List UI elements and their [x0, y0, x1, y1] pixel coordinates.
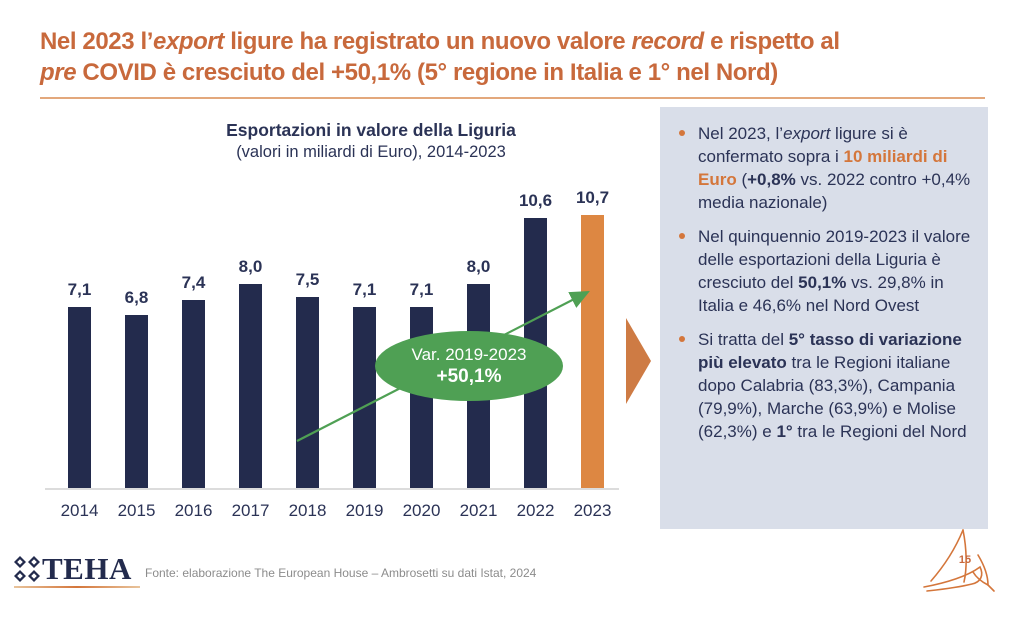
- teha-logo-mark-icon: [14, 556, 40, 582]
- bar-value-label: 7,5: [295, 270, 320, 289]
- bar: [353, 307, 376, 489]
- bullet-item-3: Si tratta del 5° tasso di variazione più…: [676, 328, 972, 443]
- bar-value-label: 8,0: [466, 257, 491, 276]
- year-label: 2021: [459, 501, 498, 520]
- year-label: 2023: [573, 501, 612, 520]
- bar-value-label: 8,0: [238, 257, 263, 276]
- slide-title: Nel 2023 l’export ligure ha registrato u…: [40, 26, 1000, 88]
- bar-group-2016: 7,4: [165, 273, 222, 489]
- bar: [68, 307, 91, 489]
- teha-logo-text: TEHA: [42, 551, 132, 586]
- variation-label: Var. 2019-2023: [411, 344, 527, 364]
- year-label: 2019: [345, 501, 384, 520]
- bar-group-2018: 7,5: [279, 270, 336, 489]
- year-label: 2022: [516, 501, 555, 520]
- bullet-item-2: Nel quinquennio 2019-2023 il valore dell…: [676, 225, 972, 317]
- bar-value-label: 10,6: [518, 191, 553, 210]
- year-label: 2015: [117, 501, 156, 520]
- teha-logo-underline: [14, 586, 140, 588]
- bar-value-label: 7,1: [352, 280, 377, 299]
- teha-logo: TEHA: [12, 551, 142, 588]
- chart-subtitle: (valori in miliardi di Euro), 2014-2023: [236, 143, 506, 161]
- bullet-text: Si tratta del 5° tasso di variazione più…: [698, 330, 967, 441]
- x-axis-baseline: [45, 488, 619, 490]
- bar-group-2017: 8,0: [222, 257, 279, 489]
- variation-ellipse: Var. 2019-2023 +50,1%: [375, 331, 563, 401]
- year-label: 2017: [231, 501, 270, 520]
- bar: [125, 315, 148, 489]
- bar-group-2019: 7,1: [336, 280, 393, 489]
- bar: [182, 300, 205, 489]
- source-text: Fonte: elaborazione The European House –…: [145, 566, 537, 580]
- slide-title-line2: pre COVID è cresciuto del +50,1% (5° reg…: [40, 59, 778, 86]
- title-underline: [40, 97, 985, 99]
- bar-value-label: 7,1: [409, 280, 434, 299]
- chart-heading: Esportazioni in valore della Liguria (va…: [171, 119, 571, 163]
- bar-value-label: 7,1: [67, 280, 92, 299]
- bullet-text: Nel quinquennio 2019-2023 il valore dell…: [698, 227, 971, 315]
- bar: [581, 215, 604, 489]
- year-label: 2016: [174, 501, 213, 520]
- slide-title-line1: Nel 2023 l’export ligure ha registrato u…: [40, 28, 840, 55]
- bar: [239, 284, 262, 489]
- bar-group-2014: 7,1: [51, 280, 108, 489]
- insights-panel: Nel 2023, l’export ligure si è confermat…: [660, 107, 988, 529]
- bullet-dot-icon: [679, 233, 685, 239]
- year-label: 2018: [288, 501, 327, 520]
- bar-group-2023: 10,7: [564, 188, 621, 489]
- page-number: 15: [958, 554, 972, 566]
- bullet-dot-icon: [679, 130, 685, 136]
- bar: [296, 297, 319, 489]
- flow-arrow-icon: [626, 318, 651, 404]
- chart-title: Esportazioni in valore della Liguria: [226, 120, 516, 140]
- bar-value-label: 10,7: [575, 188, 610, 207]
- year-label: 2020: [402, 501, 441, 520]
- bullet-dot-icon: [679, 336, 685, 342]
- bullet-item-1: Nel 2023, l’export ligure si è confermat…: [676, 122, 972, 214]
- year-label: 2014: [60, 501, 99, 520]
- bar-value-label: 7,4: [181, 273, 206, 292]
- bullet-text: Nel 2023, l’export ligure si è confermat…: [698, 124, 971, 212]
- sailboat-icon: [923, 529, 995, 592]
- bar-group-2015: 6,8: [108, 288, 165, 489]
- x-axis-labels: 2014 2015 2016 2017 2018 2019 2020 2021 2022 2023: [51, 501, 621, 521]
- variation-value: +50,1%: [436, 365, 502, 387]
- bar-value-label: 6,8: [124, 288, 149, 307]
- bar-chart: 7,1 6,8 7,4 8,0 7,5 7,1 7,1 8,0 10,6 10,7: [51, 159, 621, 489]
